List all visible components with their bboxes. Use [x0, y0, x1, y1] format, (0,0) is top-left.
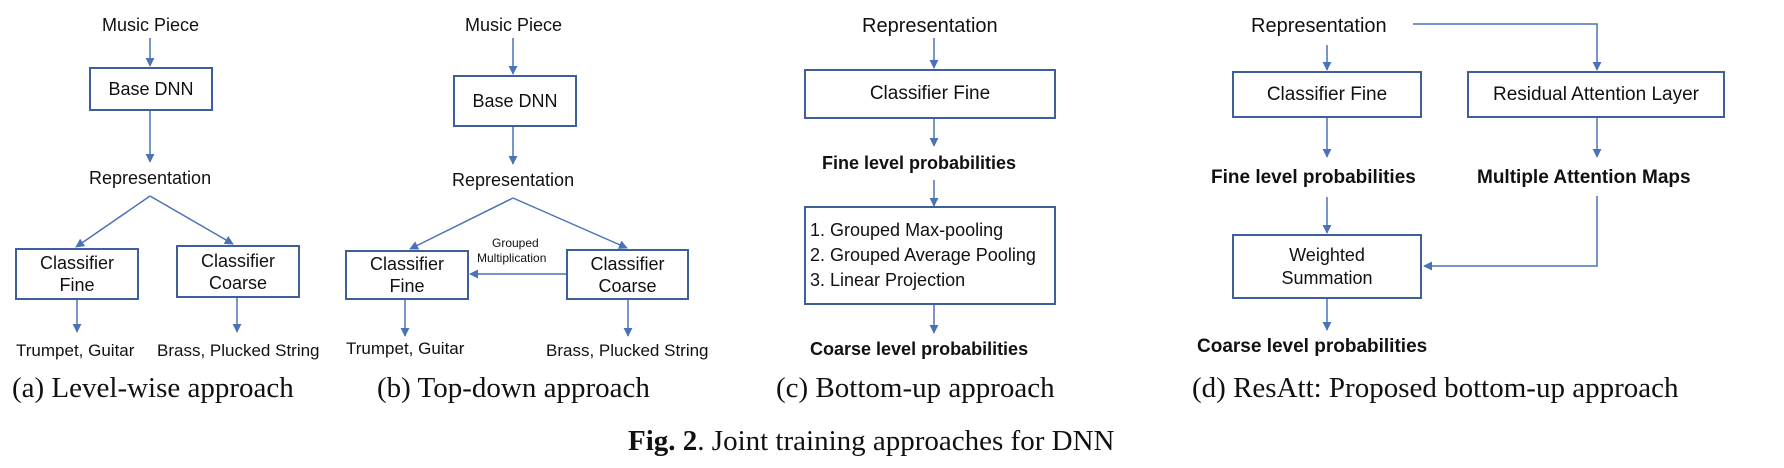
figure-caption-label: Fig. 2 — [628, 425, 698, 457]
b-classifier-fine-box: Classifier Fine — [345, 250, 469, 300]
a-classifier-fine-line2: Fine — [59, 275, 95, 295]
b-coarse-output-label: Brass, Plucked String — [546, 341, 709, 360]
d-attention-maps-label: Multiple Attention Maps — [1477, 167, 1691, 188]
b-input-label: Music Piece — [465, 15, 563, 35]
a-base-dnn-box: Base DNN — [89, 67, 213, 111]
c-op-max-pooling: 1. Grouped Max-pooling — [810, 220, 1004, 240]
b-grouped-label-line1: Grouped — [492, 236, 539, 250]
a-classifier-fine-line1: Classifier — [39, 253, 114, 273]
d-classifier-fine-box: Classifier Fine — [1232, 71, 1422, 118]
arrow-b-rep-fine — [409, 197, 514, 250]
c-op-average-pooling: 2. Grouped Average Pooling — [810, 245, 1036, 265]
c-coarse-probabilities-label: Coarse level probabilities — [810, 339, 1029, 359]
b-base-dnn-box: Base DNN — [453, 75, 577, 127]
b-classifier-coarse-line1: Classifier — [590, 253, 665, 274]
d-residual-attention-box: Residual Attention Layer — [1467, 71, 1725, 118]
b-classifier-coarse-box: Classifier Coarse — [566, 249, 689, 300]
b-representation-label: Representation — [452, 170, 575, 190]
d-weighted-summation-box: Weighted Summation — [1232, 234, 1422, 299]
b-grouped-label-line2: Multiplication — [477, 251, 547, 265]
arrow-a-rep-coarse — [149, 195, 234, 245]
c-op-linear-projection: 3. Linear Projection — [810, 270, 966, 290]
b-base-dnn-label: Base DNN — [472, 90, 558, 111]
d-weighted-summation-line2: Summation — [1281, 267, 1373, 288]
arrow-a-rep-fine — [75, 195, 151, 248]
a-representation-label: Representation — [89, 168, 212, 188]
a-fine-output-label: Trumpet, Guitar — [16, 341, 135, 360]
d-classifier-fine-label: Classifier Fine — [1266, 83, 1388, 105]
a-classifier-coarse-line1: Classifier — [200, 250, 275, 271]
a-coarse-output-label: Brass, Plucked String — [157, 341, 320, 360]
d-fine-probabilities-label: Fine level probabilities — [1211, 167, 1416, 188]
a-caption: (a) Level-wise approach — [12, 372, 294, 404]
arrow-d-maps-weighted — [1423, 196, 1598, 271]
c-input-label: Representation — [862, 15, 998, 37]
c-classifier-fine-label: Classifier Fine — [869, 83, 991, 104]
a-base-dnn-label: Base DNN — [108, 78, 194, 99]
a-input-label: Music Piece — [102, 15, 200, 35]
d-caption: (d) ResAtt: Proposed bottom-up approach — [1192, 372, 1679, 404]
d-coarse-probabilities-label: Coarse level probabilities — [1197, 336, 1428, 357]
d-residual-attention-label: Residual Attention Layer — [1493, 83, 1699, 105]
d-weighted-summation-line1: Weighted — [1289, 244, 1365, 265]
c-caption: (c) Bottom-up approach — [776, 372, 1055, 404]
d-input-label: Representation — [1251, 15, 1387, 37]
a-classifier-coarse-box: Classifier Coarse — [176, 245, 300, 298]
b-classifier-fine-line2: Fine — [389, 276, 425, 296]
arrow-d-input-attention — [1413, 23, 1602, 71]
b-classifier-fine-line1: Classifier — [369, 254, 444, 274]
c-operations-box: 1. Grouped Max-pooling 2. Grouped Averag… — [804, 206, 1056, 305]
c-fine-probabilities-label: Fine level probabilities — [822, 153, 1017, 173]
figure-caption: Fig. 2. Joint training approaches for DN… — [628, 425, 1114, 458]
a-classifier-coarse-line2: Coarse — [208, 272, 268, 293]
a-classifier-fine-box: Classifier Fine — [15, 248, 139, 300]
c-classifier-fine-box: Classifier Fine — [804, 69, 1056, 119]
b-caption: (b) Top-down approach — [377, 372, 650, 404]
b-fine-output-label: Trumpet, Guitar — [346, 339, 465, 358]
figure-caption-text: . Joint training approaches for DNN — [697, 425, 1115, 457]
arrow-b-rep-coarse — [512, 197, 628, 249]
b-classifier-coarse-line2: Coarse — [598, 275, 657, 296]
